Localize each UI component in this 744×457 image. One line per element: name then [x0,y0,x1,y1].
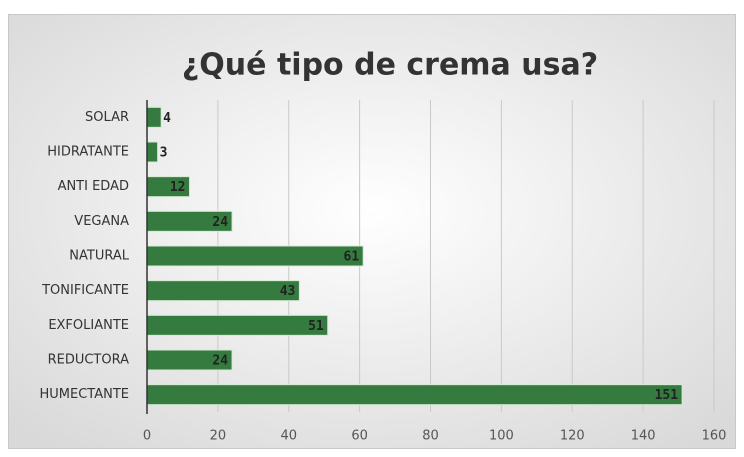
y-tick-label: NATURAL [69,249,129,264]
y-tick-label: HIDRATANTE [47,145,129,160]
chart-title: ¿Qué tipo de crema usa? [182,48,598,83]
y-tick-label: REDUCTORA [48,353,130,368]
bar [146,314,329,336]
data-label: 12 [170,180,186,195]
bar [146,384,683,406]
bar [146,106,162,128]
x-tick-label: 0 [143,429,151,444]
data-label: 43 [280,284,296,299]
y-tick-label: HUMECTANTE [39,387,129,402]
data-label: 4 [163,111,171,126]
data-label: 3 [160,146,168,161]
chart-background [8,14,736,449]
bar [146,141,159,163]
x-tick-label: 80 [422,429,439,444]
x-tick-label: 100 [489,429,514,444]
y-tick-label: SOLAR [85,110,129,125]
y-tick-label: VEGANA [74,214,129,229]
x-tick-label: 140 [631,429,656,444]
y-tick-label: TONIFICANTE [41,283,129,298]
y-tick-label: ANTI EDAD [58,179,129,194]
x-tick-label: 160 [702,429,727,444]
x-tick-label: 20 [210,429,227,444]
bar [146,245,364,267]
data-label: 61 [344,250,360,265]
data-label: 24 [212,215,228,230]
x-tick-label: 120 [560,429,585,444]
y-tick-label: EXFOLIANTE [48,318,129,333]
bar [146,280,300,302]
data-label: 151 [655,388,679,403]
data-label: 51 [308,319,324,334]
x-tick-label: 60 [351,429,368,444]
data-label: 24 [212,354,228,369]
x-tick-label: 40 [280,429,297,444]
